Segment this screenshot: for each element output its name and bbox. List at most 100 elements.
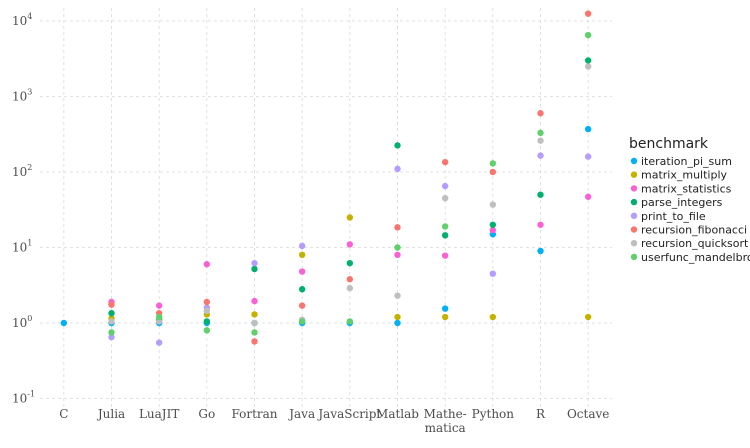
data-point-iteration-pi-sum [537,247,544,255]
x-tick-label: LuaJIT [139,407,179,421]
legend-label: userfunc_mandelbrot [641,251,750,264]
y-tick-label: 100 [12,314,32,330]
legend-key [630,157,638,165]
data-point-userfunc-mandelbrot [298,318,306,325]
x-tick-label: Octave [567,407,609,421]
data-point-userfunc-mandelbrot [584,31,592,39]
data-point-print-to-file [108,333,115,341]
y-tick-base: 10 [12,316,27,330]
legend-label: print_to_file [641,210,706,223]
data-point-matrix-statistics [203,261,211,268]
data-point-parse-integers [108,309,115,317]
data-point-userfunc-mandelbrot [489,160,497,167]
data-point-recursion-quicksort [394,292,401,299]
x-tick-label: Matlab [376,407,419,421]
data-point-recursion-quicksort [537,137,544,144]
data-point-print-to-file [441,182,449,190]
data-point-iteration-pi-sum [394,319,401,327]
y-tick-exponent: 1 [27,239,32,248]
y-tick-exponent: 0 [27,314,32,323]
data-point-matrix-multiply [346,214,354,221]
data-point-userfunc-mandelbrot [108,329,115,336]
data-point-userfunc-mandelbrot [537,129,544,137]
data-point-print-to-file [584,153,592,160]
data-point-iteration-pi-sum [60,319,68,327]
x-tick-label: Java [287,407,315,421]
x-tick-label: C [59,407,68,421]
data-point-recursion-fibonacci [537,110,544,117]
data-point-matrix-multiply [251,311,258,318]
data-point-recursion-quicksort [441,194,449,202]
x-tick-label: Fortran [231,407,277,421]
y-tick-base: 10 [12,392,27,406]
data-point-userfunc-mandelbrot [203,327,211,334]
data-point-userfunc-mandelbrot [251,329,258,336]
legend-title: benchmark [629,136,709,152]
data-point-parse-integers [441,232,449,239]
legend-key [630,212,638,219]
data-point-matrix-statistics [489,226,497,234]
y-tick-base: 10 [12,165,27,179]
data-point-recursion-fibonacci [298,302,306,309]
data-point-recursion-quicksort [108,318,115,325]
data-point-print-to-file [298,242,306,250]
x-tick-label: Julia [96,407,125,421]
data-point-recursion-fibonacci [346,276,354,283]
data-point-userfunc-mandelbrot [394,244,401,251]
data-point-recursion-fibonacci [251,338,258,345]
legend-key [630,198,638,206]
y-tick-label: 104 [12,12,32,28]
data-point-recursion-quicksort [203,307,211,315]
x-tick-label: matica [425,421,466,435]
data-point-parse-integers [298,286,306,293]
legend-key [630,171,638,178]
legend: benchmark iteration_pi_summatrix_multipl… [629,136,750,264]
data-point-parse-integers [537,191,544,198]
data-point-userfunc-mandelbrot [346,318,354,325]
y-tick-exponent: 2 [27,163,32,172]
data-point-recursion-fibonacci [394,224,401,231]
legend-label: iteration_pi_sum [641,155,732,168]
data-point-recursion-fibonacci [108,301,115,308]
y-tick-label: 102 [12,163,32,179]
data-point-parse-integers [394,142,401,149]
data-point-recursion-fibonacci [584,10,592,17]
data-point-print-to-file [537,152,544,159]
x-tick-label: Mathe- [424,407,467,421]
legend-label: recursion_quicksort [641,237,749,250]
legend-key [630,253,638,261]
data-point-matrix-statistics [298,268,306,275]
legend-label: recursion_fibonacci [641,224,747,237]
data-point-recursion-fibonacci [489,168,497,176]
data-point-matrix-statistics [155,302,163,309]
data-point-matrix-statistics [537,221,544,228]
data-point-userfunc-mandelbrot [441,223,449,230]
y-tick-exponent: -1 [27,390,35,399]
data-point-recursion-fibonacci [441,158,449,166]
y-tick-base: 10 [12,14,27,28]
data-point-matrix-statistics [251,297,258,305]
data-point-matrix-statistics [346,241,354,248]
legend-label: matrix_statistics [641,182,732,195]
data-point-print-to-file [489,270,497,277]
legend-key [630,185,638,192]
y-tick-label: 101 [12,239,32,255]
data-point-parse-integers [346,259,354,267]
data-point-recursion-quicksort [155,318,163,325]
data-point-print-to-file [394,165,401,173]
grid [40,8,612,408]
data-point-iteration-pi-sum [441,305,449,312]
data-point-print-to-file [155,339,163,346]
legend-key [630,240,638,247]
x-axis: C Julia LuaJIT Go Fortran Java JavaScriptMatla… [59,407,609,435]
data-point-matrix-statistics [584,193,592,200]
data-point-matrix-multiply [584,313,592,321]
data-point-recursion-quicksort [584,63,592,70]
data-point-recursion-quicksort [489,201,497,208]
data-point-parse-integers [584,57,592,64]
data-point-parse-integers [489,221,497,228]
data-point-recursion-quicksort [346,284,354,292]
data-point-matrix-statistics [394,251,401,259]
